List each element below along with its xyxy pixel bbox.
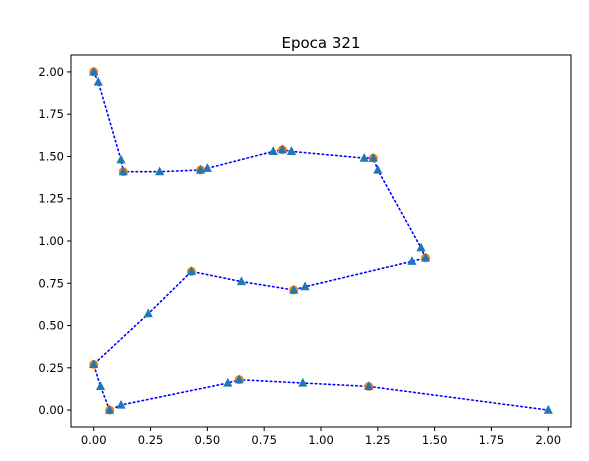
triangle-point <box>286 146 297 155</box>
triangle-point <box>143 308 153 318</box>
triangle-point <box>407 256 417 265</box>
triangle-point <box>298 377 308 387</box>
y-tick-label: 0.00 <box>38 403 64 417</box>
x-tick-label: 0.50 <box>195 433 221 447</box>
y-tick-label: 0.75 <box>38 276 64 290</box>
triangle-point <box>268 146 278 155</box>
triangle-markers <box>89 66 553 414</box>
triangle-point <box>155 166 165 176</box>
y-tick-label: 1.00 <box>38 234 64 248</box>
x-tick-label: 0.75 <box>251 433 277 447</box>
triangle-point <box>364 381 374 391</box>
series-line <box>92 71 550 412</box>
y-tick-label: 1.75 <box>38 107 64 121</box>
y-axis: 0.00 0.25 0.50 0.75 1.00 1.25 1.50 1.75 2.00 <box>38 65 71 417</box>
y-tick-label: 2.00 <box>38 65 64 79</box>
triangle-point <box>89 359 99 369</box>
triangle-point <box>359 152 369 162</box>
x-tick-label: 1.25 <box>365 433 391 447</box>
triangle-point <box>373 164 383 174</box>
y-tick-label: 0.50 <box>38 319 64 333</box>
triangle-point <box>543 404 553 414</box>
y-tick-label: 0.25 <box>38 361 64 375</box>
triangle-point <box>277 144 287 154</box>
x-tick-label: 1.00 <box>308 433 334 447</box>
x-tick-label: 0.25 <box>138 433 164 447</box>
series-0 <box>92 71 550 412</box>
triangle-point <box>223 377 233 387</box>
triangle-point <box>300 281 310 291</box>
triangle-point <box>202 163 212 172</box>
plot-area <box>71 55 571 427</box>
triangle-point <box>236 276 247 286</box>
triangle-point <box>93 76 103 86</box>
triangle-point <box>105 404 115 414</box>
triangle-point <box>116 154 126 164</box>
triangle-point <box>95 381 106 391</box>
x-tick-label: 1.50 <box>422 433 448 447</box>
x-tick-label: 1.75 <box>479 433 505 447</box>
triangle-point <box>186 266 197 276</box>
triangle-point <box>234 374 244 384</box>
triangle-point <box>118 166 128 176</box>
triangle-point <box>368 152 378 162</box>
triangle-point <box>116 399 126 409</box>
chart-title: Epoca 321 <box>281 34 360 52</box>
triangle-point <box>420 252 431 262</box>
plot-frame <box>70 54 572 428</box>
triangle-point <box>416 242 426 252</box>
x-tick-label: 2.00 <box>535 433 561 447</box>
x-tick-label: 0.00 <box>81 433 107 447</box>
x-axis: 0.00 0.25 0.50 0.75 1.00 1.25 1.50 1.75 2.00 <box>81 427 561 447</box>
y-tick-label: 1.25 <box>38 192 64 206</box>
series-layer <box>89 66 553 415</box>
triangle-point <box>89 66 99 76</box>
triangle-point <box>289 284 299 294</box>
y-tick-label: 1.50 <box>38 149 64 163</box>
triangle-point <box>195 164 206 174</box>
